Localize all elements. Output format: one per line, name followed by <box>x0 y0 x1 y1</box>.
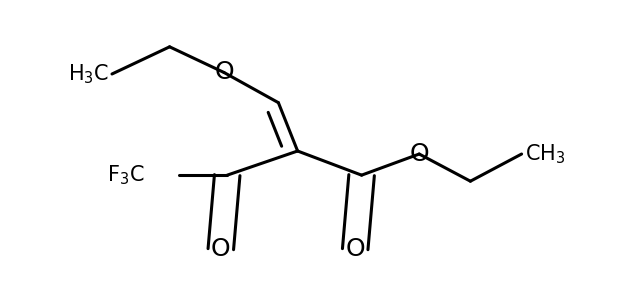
Text: F$_3$C: F$_3$C <box>106 163 144 187</box>
Text: O: O <box>346 237 365 261</box>
Text: O: O <box>410 142 429 166</box>
Text: O: O <box>211 237 230 261</box>
Text: CH$_3$: CH$_3$ <box>525 142 565 166</box>
Text: O: O <box>214 60 234 85</box>
Text: H$_3$C: H$_3$C <box>68 62 109 86</box>
